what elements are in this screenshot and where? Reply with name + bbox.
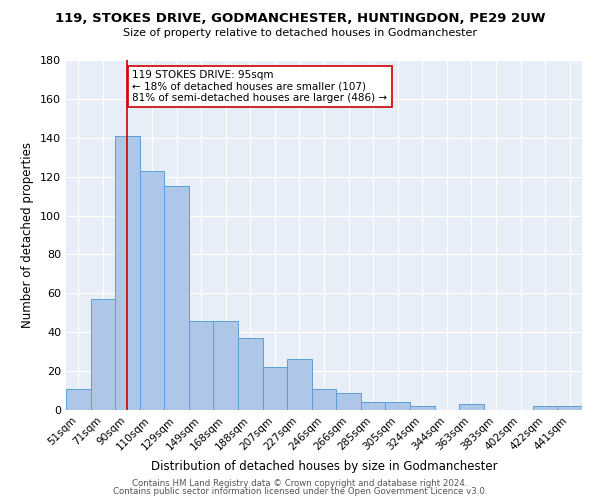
Bar (189, 320, 214, 410)
Bar (140, 171, 164, 410)
Bar (336, 392, 361, 410)
Text: 119 STOKES DRIVE: 95sqm
← 18% of detached houses are smaller (107)
81% of semi-d: 119 STOKES DRIVE: 95sqm ← 18% of detache… (133, 70, 388, 103)
Bar (287, 360, 312, 410)
Bar (533, 406, 557, 410)
X-axis label: Distribution of detached houses by size in Godmanchester: Distribution of detached houses by size … (151, 460, 497, 473)
Bar (115, 136, 140, 410)
Bar (263, 367, 287, 410)
Text: Contains public sector information licensed under the Open Government Licence v3: Contains public sector information licen… (113, 487, 487, 496)
Bar (66, 388, 91, 410)
Text: Size of property relative to detached houses in Godmanchester: Size of property relative to detached ho… (123, 28, 477, 38)
Bar (238, 338, 263, 410)
Bar (410, 406, 434, 410)
Bar (214, 320, 238, 410)
Text: 119, STOKES DRIVE, GODMANCHESTER, HUNTINGDON, PE29 2UW: 119, STOKES DRIVE, GODMANCHESTER, HUNTIN… (55, 12, 545, 26)
Bar (312, 388, 336, 410)
Bar (164, 186, 189, 410)
Text: Contains HM Land Registry data © Crown copyright and database right 2024.: Contains HM Land Registry data © Crown c… (132, 478, 468, 488)
Bar (361, 402, 385, 410)
Bar (459, 404, 484, 410)
Bar (557, 406, 582, 410)
Y-axis label: Number of detached properties: Number of detached properties (22, 142, 34, 328)
Bar (91, 299, 115, 410)
Bar (385, 402, 410, 410)
